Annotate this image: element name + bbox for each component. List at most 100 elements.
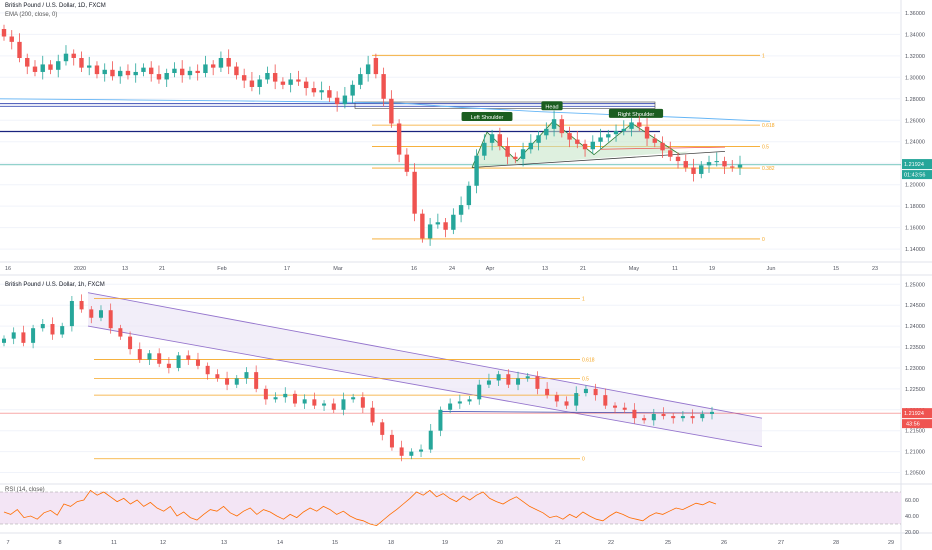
top-y-tick-label: 1.30000: [905, 75, 925, 81]
candle-body: [141, 67, 146, 72]
candle-body: [108, 310, 113, 329]
rsi-y-tick-label: 20.00: [905, 530, 919, 536]
candle-body: [622, 407, 627, 410]
top-x-tick-label: 23: [872, 266, 878, 272]
candle-body: [544, 128, 549, 136]
top-x-tick-label: 16: [5, 266, 11, 272]
candle-body: [296, 79, 301, 82]
candle-body: [225, 378, 230, 385]
top-x-tick-label: 13: [542, 266, 548, 272]
candle-body: [118, 70, 123, 77]
candle-body: [381, 74, 386, 99]
candle-body: [360, 397, 365, 408]
top-pane-indicator: EMA (200, close, 0): [5, 12, 58, 18]
candle-body: [365, 64, 371, 75]
mid-price-tag-label: 1.21924: [904, 411, 924, 417]
middle-pane-title: British Pound / U.S. Dollar, 1h, FXCM: [5, 282, 105, 288]
candle-body: [334, 97, 340, 105]
candle-body: [528, 142, 534, 150]
candle-body: [621, 128, 626, 131]
candle-body: [603, 395, 608, 406]
candle-body: [419, 449, 424, 452]
candle-body: [583, 388, 588, 394]
candle-body: [680, 416, 685, 419]
price-tag-label: 1.21924: [904, 162, 924, 168]
pattern-label-box: [461, 112, 513, 122]
top-x-tick-label: 15: [833, 266, 839, 272]
candle-body: [457, 401, 462, 404]
candle-body: [474, 155, 479, 186]
candle-body: [448, 403, 453, 410]
candle-body: [50, 324, 55, 335]
candle-body: [265, 73, 270, 80]
bottom-x-tick-label: 26: [721, 540, 727, 546]
bottom-x-tick-label: 19: [442, 540, 448, 546]
candle-body: [32, 66, 38, 72]
top-x-tick-label: 13: [122, 266, 128, 272]
candle-body: [559, 119, 565, 134]
candle-body: [722, 161, 727, 167]
candle-body: [218, 57, 224, 68]
top-y-tick-label: 1.28000: [905, 97, 925, 103]
bottom-x-tick-label: 11: [111, 540, 117, 546]
candle-body: [652, 138, 657, 143]
bottom-x-tick-label: 15: [332, 540, 338, 546]
candle-body: [280, 81, 286, 85]
mid-fib-label: 0: [582, 457, 585, 463]
bottom-x-tick-label: 25: [665, 540, 671, 546]
candle-body: [593, 388, 598, 396]
candle-body: [613, 405, 618, 408]
candle-body: [575, 139, 580, 144]
candle-body: [598, 137, 603, 142]
mid-countdown-tag: [902, 419, 932, 429]
mid-y-tick-label: 1.24000: [905, 324, 925, 330]
rsi-y-tick-label: 40.00: [905, 514, 919, 520]
candle-body: [714, 161, 719, 163]
candle-body: [651, 413, 656, 421]
candle-body: [98, 310, 103, 318]
top-pane-title: British Pound / U.S. Dollar, 1D, FXCM: [5, 3, 106, 9]
candle-body: [125, 70, 131, 76]
candle-body: [215, 374, 220, 379]
mid-y-tick-label: 1.23500: [905, 345, 925, 351]
rsi-band: [0, 492, 901, 524]
candle-body: [482, 142, 487, 156]
candle-body: [545, 388, 550, 396]
candle-body: [149, 67, 154, 75]
candle-body: [389, 434, 394, 448]
candle-body: [69, 301, 74, 327]
mid-y-tick-label: 1.24500: [905, 303, 925, 309]
candle-body: [427, 224, 433, 239]
candle-body: [186, 355, 191, 360]
candle-body: [110, 69, 115, 77]
candle-body: [241, 75, 247, 81]
candle-body: [2, 338, 6, 343]
candle-body: [292, 393, 297, 404]
top-x-tick-label: 21: [159, 266, 165, 272]
candle-body: [730, 166, 735, 168]
candle-body: [63, 53, 69, 62]
candle-body: [56, 61, 61, 70]
fib-level-label: 0.382: [762, 166, 775, 172]
candle-body: [157, 353, 162, 364]
candle-body: [683, 161, 688, 168]
top-y-tick-label: 1.16000: [905, 226, 925, 232]
candle-body: [706, 162, 712, 166]
candle-body: [128, 336, 133, 350]
candle-body: [40, 64, 45, 72]
candle-body: [288, 79, 293, 85]
bottom-x-tick-label: 7: [6, 540, 9, 546]
candle-body: [737, 164, 743, 168]
top-y-tick-label: 1.14000: [905, 247, 925, 253]
candle-body: [331, 403, 336, 410]
fib-level-label: 1: [762, 53, 765, 59]
candle-body: [195, 359, 200, 366]
candle-body: [661, 413, 666, 417]
candle-body: [700, 413, 705, 419]
pattern-label: Left Shoulder: [471, 115, 504, 121]
candle-body: [582, 143, 588, 150]
bottom-x-tick-label: 29: [888, 540, 894, 546]
candle-body: [536, 135, 541, 143]
pattern-label-box: [608, 108, 664, 118]
top-x-tick-label: 11: [672, 266, 678, 272]
